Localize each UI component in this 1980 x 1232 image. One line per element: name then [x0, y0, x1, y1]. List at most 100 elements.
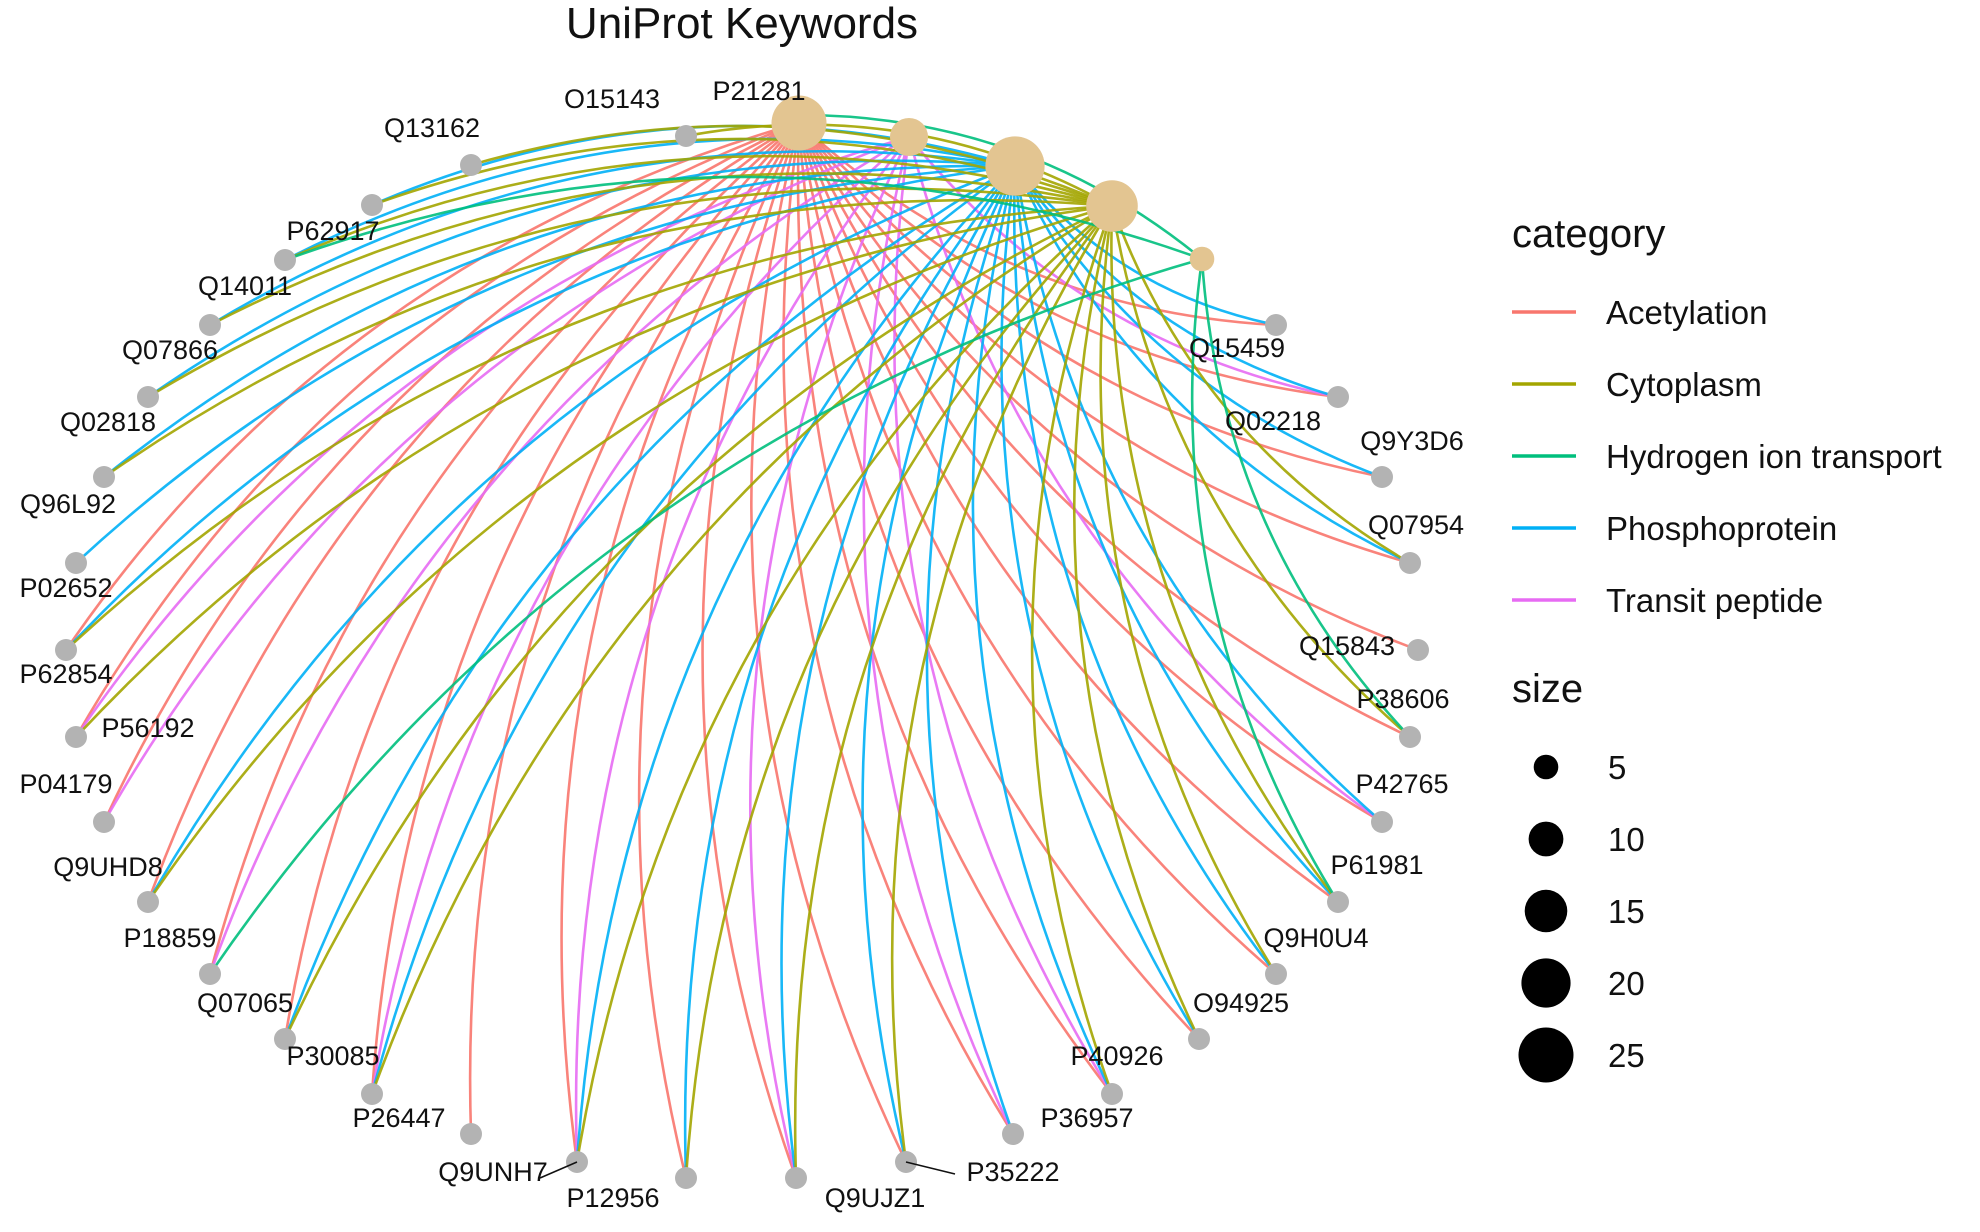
- edge-acetylation-p42765: [797, 122, 1383, 824]
- edge-cytoplasm-p40926: [1030, 205, 1114, 1095]
- label-leader-q9unh7: [539, 1161, 578, 1179]
- gene-node-p26447: [460, 1123, 482, 1145]
- edge-phosphoprotein-p61981: [1013, 165, 1339, 903]
- gene-node-p61981: [1327, 891, 1349, 913]
- gene-label-q07866: Q07866: [122, 335, 218, 365]
- edge-phosphoprotein-q07065: [283, 164, 1016, 1040]
- legend-label-hydrogen-ion-transport: Hydrogen ion transport: [1606, 438, 1942, 475]
- gene-node-q13162: [460, 154, 482, 176]
- gene-node-p36957: [1002, 1123, 1024, 1145]
- gene-node-p62917: [361, 194, 383, 216]
- legend-size-label-15: 15: [1608, 893, 1645, 930]
- category-node-phosphoprotein: [985, 136, 1045, 196]
- gene-node-q9uhd8: [137, 891, 159, 913]
- edge-phosphoprotein-p42765: [1013, 165, 1383, 823]
- edge-cytoplasm-q07954: [1110, 205, 1411, 565]
- edge-acetylation-p38606: [797, 122, 1411, 739]
- gene-label-q07065: Q07065: [197, 988, 293, 1018]
- legend-size-items: 5 10 15 20 25: [1518, 749, 1645, 1083]
- edge-acetylation-p04179: [102, 121, 800, 823]
- edge-acetylation-q07954: [797, 122, 1411, 565]
- edge-cytoplasm-p30085: [370, 204, 1113, 1095]
- gene-node-p02652: [65, 552, 87, 574]
- gene-node-p56192: [65, 726, 87, 748]
- category-node-cytoplasm: [1086, 180, 1138, 232]
- gene-node-q14011: [274, 249, 296, 271]
- gene-label-q07954: Q07954: [1368, 510, 1464, 540]
- label-leader-p35222: [905, 1161, 956, 1175]
- legend-size-key-25: [1518, 1027, 1574, 1083]
- gene-label-p12956: P12956: [566, 1183, 659, 1213]
- gene-node-q9y3d6: [1371, 466, 1393, 488]
- edge-cytoplasm-q07065: [283, 204, 1113, 1040]
- category-node-layer: [771, 95, 1215, 272]
- edge-hydrogen-ion-transport-q14011: [284, 175, 1203, 262]
- gene-label-q96l92: Q96L92: [20, 489, 116, 519]
- gene-label-p30085: P30085: [286, 1041, 379, 1071]
- gene-node-q9h0u4: [1265, 963, 1287, 985]
- gene-label-q9y3d6: Q9Y3D6: [1360, 426, 1464, 456]
- gene-node-o94925: [1188, 1028, 1210, 1050]
- edge-cytoplasm-q07866: [209, 172, 1113, 327]
- edge-transit-peptide-q9unh7: [574, 136, 911, 1163]
- gene-label-o15143: O15143: [564, 84, 660, 114]
- gene-node-q02218: [1327, 386, 1349, 408]
- plot-title: UniProt Keywords: [566, 0, 918, 48]
- gene-label-p18859: P18859: [123, 923, 216, 953]
- gene-node-q15843: [1407, 639, 1429, 661]
- edge-acetylation-q9ujz1: [701, 122, 801, 1179]
- gene-label-p04179: P04179: [19, 769, 112, 799]
- edge-cytoplasm-q9h0u4: [1099, 205, 1278, 975]
- gene-label-q02218: Q02218: [1225, 406, 1321, 436]
- gene-label-p26447: P26447: [352, 1103, 445, 1133]
- gene-label-o94925: O94925: [1193, 988, 1289, 1018]
- gene-node-o15143: [675, 125, 697, 147]
- edge-acetylation-q02218: [798, 122, 1339, 399]
- edge-acetylation-o94925: [797, 122, 1200, 1040]
- legend-label-transit-peptide: Transit peptide: [1606, 582, 1823, 619]
- legend-label-acetylation: Acetylation: [1606, 294, 1767, 331]
- legend-label-phosphoprotein: Phosphoprotein: [1606, 510, 1837, 547]
- edge-cytoplasm-p61981: [1110, 205, 1340, 903]
- gene-node-q07954: [1399, 552, 1421, 574]
- edge-acetylation-p12956: [637, 122, 801, 1179]
- edge-phosphoprotein-q9unh7: [575, 165, 1016, 1163]
- edge-phosphoprotein-p62854: [65, 164, 1016, 651]
- category-node-hydrogen-ion-transport: [1189, 246, 1215, 272]
- gene-node-q96l92: [93, 466, 115, 488]
- gene-node-q07065: [274, 1028, 296, 1050]
- gene-node-p40926: [1101, 1083, 1123, 1105]
- gene-label-q15459: Q15459: [1189, 333, 1285, 363]
- edge-phosphoprotein-q96l92: [103, 164, 1016, 479]
- gene-label-q13162: Q13162: [384, 113, 480, 143]
- edge-acetylation-q9uhd8: [146, 121, 800, 903]
- category-node-transit-peptide: [889, 117, 929, 157]
- gene-label-q9unh7: Q9UNH7: [438, 1157, 548, 1187]
- edge-phosphoprotein-o94925: [1000, 165, 1201, 1040]
- edge-phosphoprotein-q07954: [1013, 165, 1411, 565]
- gene-label-p62854: P62854: [19, 659, 112, 689]
- edge-phosphoprotein-p30085: [370, 164, 1016, 1095]
- gene-label-q9h0u4: Q9H0U4: [1263, 923, 1368, 953]
- edge-cytoplasm-q9uhd8: [146, 204, 1113, 903]
- edge-cytoplasm-q02818: [147, 187, 1113, 399]
- legend-size-key-5: [1533, 754, 1559, 780]
- gene-node-layer: [55, 104, 1429, 1189]
- edge-transit-peptide-p18859: [208, 135, 910, 975]
- edge-acetylation-p35222: [750, 122, 908, 1163]
- edge-cytoplasm-q9ujz1: [793, 205, 1114, 1179]
- legend-size-label-20: 20: [1608, 965, 1645, 1002]
- edge-cytoplasm-q9unh7: [575, 205, 1113, 1163]
- edge-hydrogen-ion-transport-p18859: [208, 257, 1203, 975]
- gene-label-q14011: Q14011: [198, 271, 292, 301]
- legend-size-label-25: 25: [1608, 1037, 1645, 1074]
- edge-cytoplasm-o94925: [1072, 205, 1201, 1040]
- edge-transit-peptide-p56192: [74, 135, 910, 738]
- gene-label-q15843: Q15843: [1299, 631, 1395, 661]
- edge-transit-peptide-p40926: [893, 136, 1114, 1095]
- gene-label-p35222: P35222: [966, 1157, 1059, 1187]
- legend-size-label-10: 10: [1608, 821, 1645, 858]
- edge-acetylation-q9y3d6: [797, 122, 1383, 479]
- gene-label-q02818: Q02818: [60, 407, 156, 437]
